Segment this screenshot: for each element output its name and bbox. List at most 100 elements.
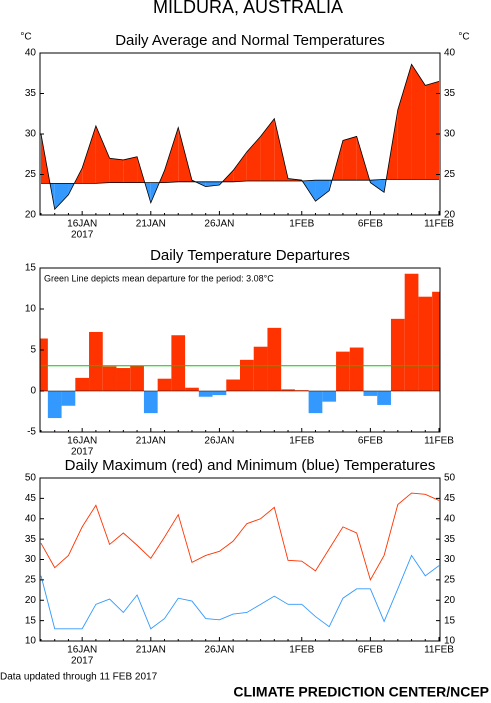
x-tick-label: 21JAN [136, 219, 166, 230]
y-tick-label: 0 [30, 386, 36, 397]
year-label: 2017 [71, 447, 94, 458]
y-tick-label-right: 50 [444, 473, 456, 484]
y-tick-label: 10 [25, 304, 37, 315]
min-line [40, 554, 440, 630]
bar [47, 391, 62, 419]
bar [349, 347, 364, 391]
departure-fill [109, 158, 124, 183]
y-tick-label: 50 [25, 473, 37, 484]
y-tick-label: 40 [25, 48, 37, 59]
bar [143, 391, 158, 414]
departure-fill [205, 181, 220, 187]
y-tick-label: 30 [25, 554, 37, 565]
y-unit-right: °C [458, 32, 469, 43]
y-tick-label-right: 15 [444, 615, 456, 626]
y-tick-label-right: 20 [444, 210, 456, 221]
bar [212, 391, 227, 396]
bar [390, 318, 405, 391]
y-tick-label: 10 [25, 636, 37, 647]
y-tick-label-right: 30 [444, 554, 456, 565]
plot-frame [39, 52, 441, 216]
y-tick-label-right: 45 [444, 493, 456, 504]
y-tick-label: 35 [25, 88, 37, 99]
chart-title: Daily Maximum (red) and Minimum (blue) T… [65, 457, 436, 474]
y-tick-label: 30 [25, 129, 37, 140]
plot-frame [39, 267, 441, 433]
departure-fill [397, 64, 412, 180]
x-tick-label: 21JAN [136, 645, 166, 656]
bar [89, 331, 103, 391]
bar [363, 391, 378, 396]
departure-fill [123, 156, 138, 183]
bar [294, 390, 309, 391]
plot-frame [39, 477, 441, 642]
bar [171, 335, 186, 391]
bar [40, 338, 48, 391]
max-line [40, 492, 440, 582]
y-tick-label-right: 25 [444, 575, 456, 586]
y-tick-label-right: 35 [444, 88, 456, 99]
bar [308, 391, 323, 414]
y-tick-label: 20 [25, 595, 37, 606]
chart-title: Daily Average and Normal Temperatures [115, 32, 385, 49]
page-title: MILDURA, AUSTRALIA [153, 0, 343, 17]
y-tick-label: -5 [27, 427, 36, 438]
departure-fill [315, 180, 330, 202]
bar [75, 377, 90, 391]
bar [418, 296, 433, 391]
departure-fill [425, 81, 439, 180]
normal-line [41, 178, 439, 184]
departure-fill [246, 136, 261, 181]
y-tick-label: 25 [25, 575, 37, 586]
chart-title: Daily Temperature Departures [150, 247, 350, 264]
year-label: 2017 [71, 656, 94, 667]
bar [240, 359, 254, 391]
y-tick-label: 25 [25, 169, 37, 180]
x-tick-label: 16JAN [67, 645, 97, 656]
y-tick-label: 5 [30, 345, 36, 356]
y-tick-label-right: 40 [444, 513, 456, 524]
y-tick-label: 45 [25, 493, 37, 504]
plot-area [40, 63, 440, 211]
y-tick-label: 40 [25, 513, 37, 524]
x-tick-label: 1FEB [289, 219, 314, 230]
bar [198, 391, 213, 397]
x-tick-label: 26JAN [204, 436, 234, 447]
y-tick-label: 20 [25, 210, 37, 221]
bar [377, 391, 391, 405]
x-tick-label: 1FEB [289, 645, 314, 656]
bar [102, 366, 117, 391]
x-tick-label: 16JAN [67, 436, 97, 447]
y-tick-label: 35 [25, 534, 37, 545]
y-tick-label-right: 30 [444, 129, 456, 140]
bar [185, 387, 199, 391]
bar [404, 273, 419, 391]
bar [157, 378, 172, 391]
bar [253, 346, 268, 391]
bar [322, 391, 337, 402]
x-tick-label: 1FEB [289, 436, 314, 447]
departure-fill [164, 127, 179, 183]
y-unit: °C [20, 32, 31, 43]
plot-area [40, 492, 440, 630]
y-tick-label-right: 40 [444, 48, 456, 59]
y-tick-label-right: 25 [444, 169, 456, 180]
departure-fill [82, 125, 96, 184]
credit: CLIMATE PREDICTION CENTER/NCEP [233, 684, 489, 700]
bar [226, 379, 240, 391]
bar [130, 365, 144, 391]
plot-area [40, 273, 440, 419]
bar [267, 327, 282, 391]
y-tick-label: 15 [25, 615, 37, 626]
departure-fill [342, 136, 357, 181]
y-tick-label-right: 35 [444, 534, 456, 545]
x-tick-label: 11FEB [424, 219, 454, 230]
bar [432, 291, 440, 391]
x-tick-label: 6FEB [358, 436, 383, 447]
departure-fill [54, 183, 69, 210]
bar [281, 389, 295, 391]
x-tick-label: 21JAN [136, 436, 166, 447]
update-note: Data updated through 11 FEB 2017 [0, 672, 158, 683]
departure-fill [411, 64, 426, 180]
bar [116, 368, 131, 391]
